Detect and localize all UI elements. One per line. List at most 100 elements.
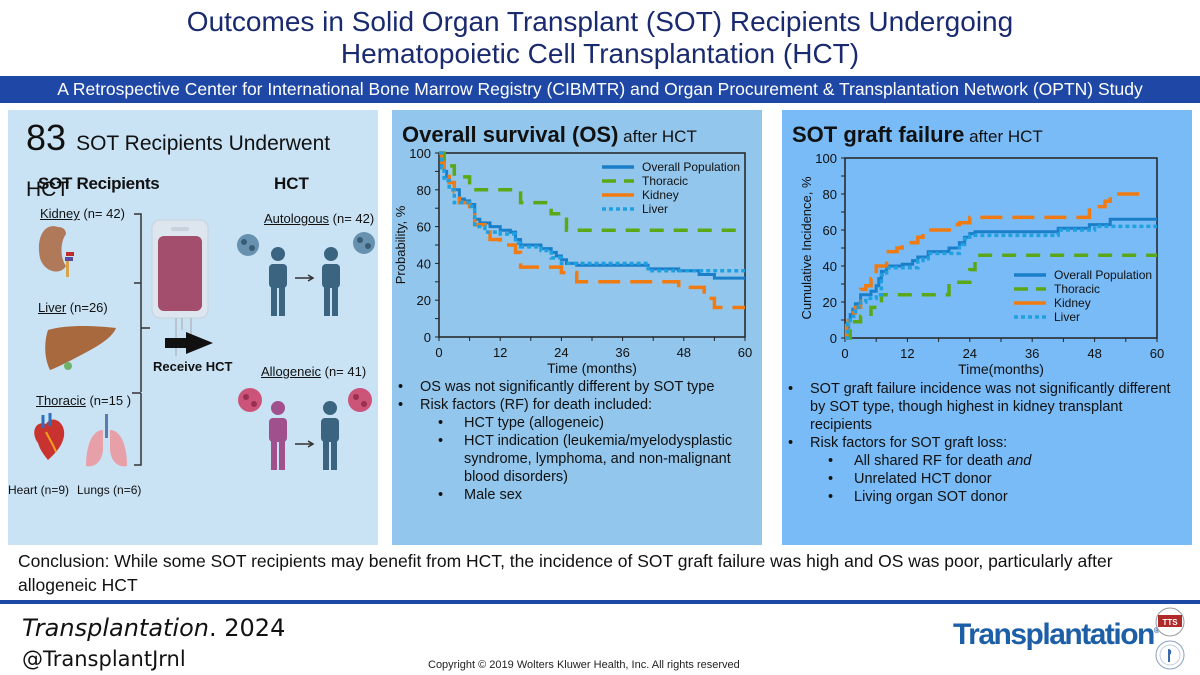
bullet-item: All shared RF for death and	[782, 452, 1182, 470]
journal-logo-text: Transplantation	[953, 618, 1155, 651]
autologous-label: Autologous (n= 42)	[264, 211, 374, 226]
conclusion-text: Conclusion: While some SOT recipients ma…	[18, 551, 1113, 595]
donor-person-icon	[269, 401, 287, 470]
legend-label: Liver	[642, 202, 668, 216]
graft-title-bold: SOT graft failure	[792, 122, 965, 147]
y-tick-label: 100	[815, 151, 837, 166]
series-line-overall-population	[845, 217, 1157, 340]
bullet-text: HCT type (allogeneic)	[464, 415, 604, 431]
os-title: Overall survival (OS) after HCT	[402, 122, 697, 148]
y-tick-label: 0	[830, 331, 837, 346]
x-tick-label: 12	[493, 345, 507, 360]
allogeneic-transfer-icon	[238, 388, 372, 470]
legend-label: Kidney	[642, 188, 679, 202]
x-tick-label: 0	[841, 346, 848, 361]
bullet-text: Unrelated HCT donor	[854, 471, 992, 487]
x-tick-label: 36	[1025, 346, 1039, 361]
bullet-text: SOT graft failure incidence was not sign…	[810, 381, 1171, 433]
stem-cell-cluster-icon	[237, 232, 375, 256]
os-title-rest: after HCT	[618, 127, 697, 146]
allogeneic-name: Allogeneic	[261, 364, 321, 379]
allogeneic-count: (n= 41)	[321, 364, 367, 379]
bullet-text: Risk factors for SOT graft loss:	[810, 435, 1008, 451]
y-tick-label: 0	[424, 330, 431, 345]
x-axis-label: Time(months)	[958, 361, 1044, 377]
journal-citation: Transplantation. 2024	[22, 614, 285, 642]
y-tick-label: 60	[823, 223, 837, 238]
x-tick-label: 0	[435, 345, 442, 360]
legend-label: Liver	[1054, 310, 1080, 324]
kidney-icon	[38, 226, 74, 277]
transfer-arrow-icon	[295, 274, 315, 282]
autologous-count: (n= 42)	[329, 211, 375, 226]
journal-logo: Transplantation®	[953, 618, 1160, 652]
blood-bag-icon	[151, 219, 209, 356]
series-line-liver	[845, 224, 1157, 340]
footer-divider	[0, 600, 1200, 604]
x-axis-label: Time (months)	[547, 360, 637, 376]
kidney-count: (n= 42)	[79, 206, 125, 221]
y-tick-label: 100	[409, 146, 431, 161]
heart-label: Heart (n=9)	[8, 483, 70, 497]
kidney-label: Kidney (n= 42)	[40, 206, 125, 221]
thoracic-name: Thoracic	[36, 393, 86, 408]
bullet-item: Living organ SOT donor	[782, 488, 1182, 506]
x-tick-label: 48	[677, 345, 691, 360]
cohort-count: 83	[26, 117, 67, 158]
title-line-2: Hematopoietic Cell Transplantation (HCT)	[340, 38, 860, 69]
x-tick-label: 24	[963, 346, 977, 361]
bullet-text: All shared RF for death	[854, 453, 1008, 469]
transfer-arrow-icon	[295, 440, 315, 448]
y-tick-label: 60	[417, 220, 431, 235]
cohort-count-heading: 83 SOT Recipients Underwent HCT	[26, 118, 378, 210]
liver-icon	[45, 326, 116, 370]
autologous-name: Autologous	[264, 211, 330, 226]
person-icon	[269, 247, 340, 316]
thoracic-count: (n=15 )	[85, 393, 132, 408]
y-tick-label: 40	[823, 259, 837, 274]
x-tick-label: 60	[738, 345, 752, 360]
liver-label: Liver (n=26)	[38, 300, 108, 315]
graft-findings-list: SOT graft failure incidence was not sign…	[782, 380, 1182, 506]
legend-label: Overall Population	[642, 160, 740, 174]
poster-title: Outcomes in Solid Organ Transplant (SOT)…	[0, 6, 1200, 70]
donor-cell-cluster-icon	[238, 388, 372, 412]
os-findings-list: OS was not significantly different by SO…	[392, 378, 762, 504]
bullet-text: HCT indication (leukemia/myelodysplastic…	[464, 433, 733, 485]
population-diagram	[34, 213, 375, 470]
liver-name: Liver	[38, 300, 67, 315]
title-line-1: Outcomes in Solid Organ Transplant (SOT)…	[186, 6, 1014, 37]
bullet-emphasis: and	[1007, 453, 1032, 469]
plot-frame	[844, 157, 1158, 339]
legend-label: Overall Population	[1054, 268, 1152, 282]
os-chart: 0 20 40 60 80 100 0 12 24 36 48 60 Time (months) Prob…	[393, 146, 752, 376]
hct-heading: HCT	[274, 174, 309, 193]
y-axis-label: Probability, %	[393, 205, 408, 284]
recipient-person-icon	[321, 401, 339, 470]
graft-title: SOT graft failure after HCT	[792, 122, 1043, 148]
tts-society-icon: TTS	[1155, 607, 1185, 637]
allogeneic-label: Allogeneic (n= 41)	[261, 364, 366, 379]
legend-label: Kidney	[1054, 296, 1091, 310]
x-tick-label: 12	[900, 346, 914, 361]
bullet-text: OS was not significantly different by SO…	[420, 379, 715, 395]
x-tick-label: 24	[554, 345, 568, 360]
lungs-icon	[86, 414, 127, 467]
cohort-count-label: SOT Recipients Underwent HCT	[26, 132, 331, 201]
y-tick-label: 80	[417, 183, 431, 198]
registered-mark: ®	[1153, 626, 1160, 635]
autologous-transfer-icon	[237, 232, 375, 316]
y-tick-label: 40	[417, 256, 431, 271]
tts-badge-text: TTS	[1162, 618, 1178, 627]
graft-failure-chart: 0 20 40 60 80 100 0 12 24 36 48 60 Time(months) Cumul…	[799, 151, 1164, 377]
heart-icon	[34, 413, 65, 460]
lungs-label: Lungs (n=6)	[77, 483, 142, 497]
bullet-item: OS was not significantly different by SO…	[392, 378, 762, 396]
twitter-handle[interactable]: @TransplantJrnl	[22, 647, 186, 671]
x-tick-label: 36	[615, 345, 629, 360]
study-population-panel: 83 SOT Recipients Underwent HCT SOT Reci…	[8, 110, 378, 545]
grouping-bracket	[132, 213, 150, 466]
receive-hct-label: Receive HCT	[153, 359, 233, 374]
society-logos: TTS	[1155, 607, 1185, 670]
bullet-item: HCT type (allogeneic)	[392, 414, 762, 432]
